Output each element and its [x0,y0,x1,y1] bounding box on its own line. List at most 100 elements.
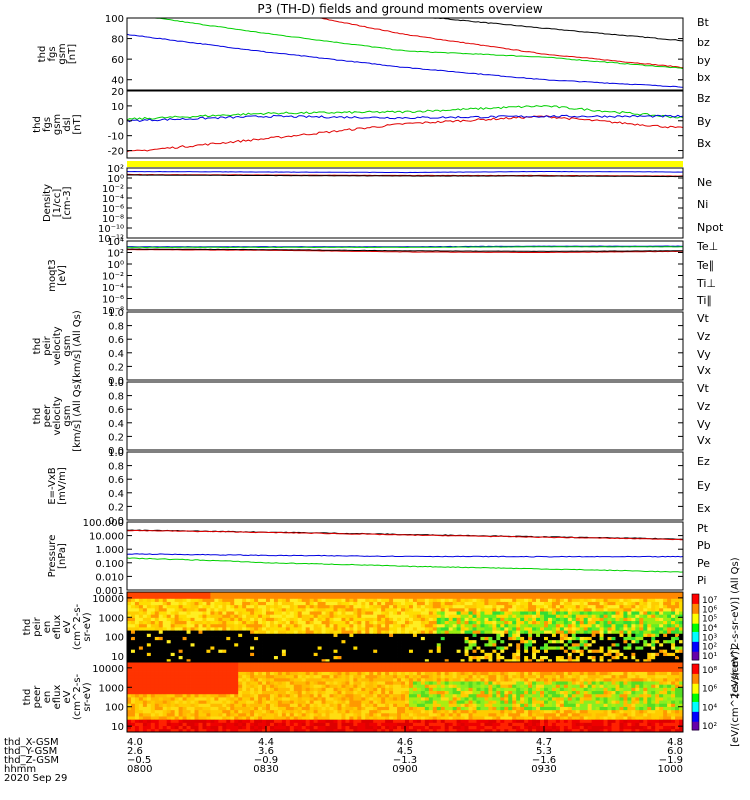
spectrogram-cell [238,630,243,634]
spectrogram-cell [222,697,227,701]
spectrogram-cell [416,630,422,634]
spectrogram-cell [254,693,259,698]
spectrogram-cell [266,649,271,653]
spectrogram-cell [544,611,549,615]
spectrogram-cell [210,668,215,672]
spectrogram-cell [357,614,362,618]
spectrogram-cell [254,649,259,653]
spectrogram-cell [317,607,322,612]
spectrogram-cell [385,681,390,685]
spectrogram-cell [536,627,541,631]
spectrogram-cell [138,674,144,679]
colorbar-segment [692,605,699,608]
spectrogram-cell [210,649,215,653]
spectrogram-cell [671,592,676,596]
spectrogram-cell [206,639,211,644]
spectrogram-cell [258,703,263,707]
spectrogram-cell [416,617,422,622]
spectrogram-cell [385,703,390,707]
spectrogram-cell [504,623,509,628]
spectrogram-cell [496,655,501,660]
spectrogram-cell [214,601,219,606]
spectrogram-cell [242,617,247,622]
spectrogram-cell [142,681,148,685]
spectrogram-cell [345,662,350,666]
spectrogram-cell [405,649,410,653]
spectrogram-cell [158,607,164,612]
spectrogram-cell [333,697,338,701]
spectrogram-cell [178,681,183,685]
spectrogram-cell [238,700,243,704]
spectrogram-cell [269,607,275,612]
spectrogram-cell [162,716,168,720]
spectrogram-cell [170,725,176,730]
spectrogram-cell [127,674,132,679]
spectrogram-cell [194,607,199,612]
spectrogram-cell [130,677,136,682]
spectrogram-cell [512,620,517,625]
spectrogram-cell [142,722,148,727]
spectrogram-cell [198,703,203,707]
spectrogram-cell [412,674,418,679]
spectrogram-cell [361,728,366,733]
spectrogram-cell [484,655,489,660]
spectrogram-cell [516,636,521,641]
spectrogram-cell [551,652,557,657]
spectrogram-cell [508,627,513,631]
spectrogram-cell [289,703,295,707]
spectrogram-cell [214,655,219,660]
spectrogram-cell [496,627,501,631]
spectrogram-cell [246,620,251,625]
spectrogram-cell [440,627,446,631]
spectrogram-cell [262,658,267,663]
spectrogram-cell [496,649,501,653]
spectrogram-cell [424,642,430,647]
spectrogram-cell [353,627,358,631]
spectrogram-cell [186,617,191,622]
spectrogram-cell [341,636,346,641]
spectrogram-cell [385,649,390,653]
spectrogram-cell [476,614,481,618]
spectrogram-cell [182,607,187,612]
spectrogram-cell [393,697,398,701]
spectrogram-cell [412,658,418,663]
spectrogram-cell [551,623,557,628]
spectrogram-cell [381,725,386,730]
spectrogram-cell [150,700,156,704]
spectrogram-cell [603,607,608,612]
spectrogram-cell [206,646,211,650]
spectrogram-cell [659,642,664,647]
spectrogram-cell [567,617,573,622]
spectrogram-cell [150,592,156,596]
spectrogram-cell [285,662,291,666]
spectrogram-cell [555,639,561,644]
spectrogram-cell [289,598,295,602]
spectrogram-cell [138,716,144,720]
spectrogram-cell [158,623,164,628]
spectrogram-cell [349,592,354,596]
spectrogram-cell [242,674,247,679]
spectrogram-cell [234,607,239,612]
spectrogram-cell [341,607,346,612]
spectrogram-cell [317,595,322,599]
spectrogram-cell [528,630,533,634]
spectrogram-cell [266,639,271,644]
spectrogram-cell [464,649,469,653]
spectrogram-cell [170,677,176,682]
spectrogram-cell [492,595,497,599]
spectrogram-cell [452,630,458,634]
spectrogram-cell [329,630,334,634]
spectrogram-cell [146,633,152,637]
spectrogram-cell [297,598,303,602]
spectrogram-cell [230,636,235,641]
spectrogram-cell [412,684,418,688]
spectrogram-cell [166,674,172,679]
spectrogram-cell [166,658,172,663]
spectrogram-cell [385,630,390,634]
spectrogram-cell [166,649,172,653]
spectrogram-cell [571,646,577,650]
spectrogram-cell [202,607,207,612]
spectrogram-cell [460,639,465,644]
spectrogram-cell [301,595,307,599]
spectrogram-cell [452,592,458,596]
